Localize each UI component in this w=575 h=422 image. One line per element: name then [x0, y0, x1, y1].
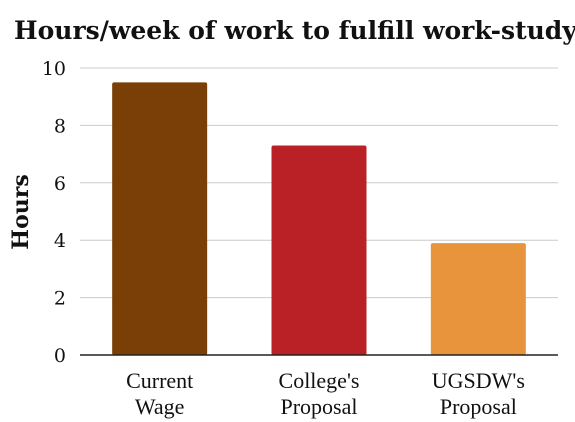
- x-tick-label-line: Current: [126, 368, 193, 393]
- bar: [271, 145, 367, 355]
- bars: [112, 82, 526, 355]
- y-tick-label: 10: [42, 58, 66, 80]
- x-tick-label: UGSDW's Proposal: [432, 368, 525, 419]
- chart-title: Hours/week of work to fulfill work-study: [14, 16, 575, 45]
- y-tick-label: 0: [54, 345, 66, 367]
- y-tick-label: 6: [54, 173, 66, 195]
- bar: [112, 82, 208, 355]
- x-tick-label-line: UGSDW's: [432, 368, 525, 393]
- x-tick-label: Current Wage: [126, 368, 193, 419]
- x-tick-label-line: Wage: [135, 394, 185, 419]
- bar: [430, 243, 526, 355]
- y-tick-label: 8: [54, 115, 66, 137]
- y-axis-label: Hours: [8, 174, 34, 249]
- x-tick-label-line: Proposal: [440, 394, 517, 419]
- x-tick-label-line: College's: [279, 368, 360, 393]
- y-axis-ticks: 0 2 4 6 8 10: [42, 58, 66, 367]
- x-tick-label: College's Proposal: [279, 368, 360, 419]
- y-tick-label: 2: [54, 288, 66, 310]
- y-tick-label: 4: [54, 230, 66, 252]
- x-tick-label-line: Proposal: [281, 394, 358, 419]
